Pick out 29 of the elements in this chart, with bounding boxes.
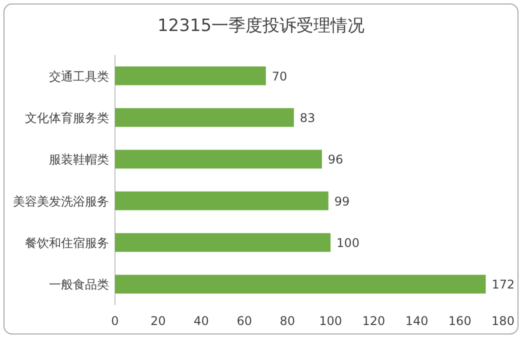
y-tick-label: 服装鞋帽类 xyxy=(49,152,109,167)
bar xyxy=(115,191,328,210)
x-tick-label: 160 xyxy=(448,314,472,328)
bar xyxy=(115,274,486,294)
bar xyxy=(115,150,322,169)
data-label: 99 xyxy=(334,194,350,208)
x-tick-label: 20 xyxy=(150,314,166,328)
x-tick-label: 120 xyxy=(362,314,386,328)
x-tick-label: 180 xyxy=(492,314,514,328)
chart-title: 12315一季度投诉受理情况 xyxy=(157,16,365,36)
x-tick-label: 40 xyxy=(194,314,209,328)
x-tick-label: 60 xyxy=(236,314,252,328)
x-tick-label: 0 xyxy=(111,314,119,328)
y-tick-label: 一般食品类 xyxy=(49,278,109,292)
x-tick-label: 80 xyxy=(280,314,296,328)
bar xyxy=(115,108,294,127)
bar xyxy=(115,66,266,86)
data-label: 96 xyxy=(328,152,344,167)
x-tick-label: 140 xyxy=(405,314,428,328)
y-tick-label: 交通工具类 xyxy=(49,69,109,84)
data-label: 172 xyxy=(492,278,515,292)
y-tick-label: 餐饮和住宿服务 xyxy=(25,236,109,250)
data-label: 83 xyxy=(300,111,316,125)
y-tick-label: 文化体育服务类 xyxy=(25,111,109,125)
y-tick-label: 美容美发洗浴服务 xyxy=(13,194,109,208)
data-label: 100 xyxy=(336,236,360,250)
bar xyxy=(115,233,331,252)
data-label: 70 xyxy=(272,69,288,84)
x-tick-label: 100 xyxy=(319,314,342,328)
